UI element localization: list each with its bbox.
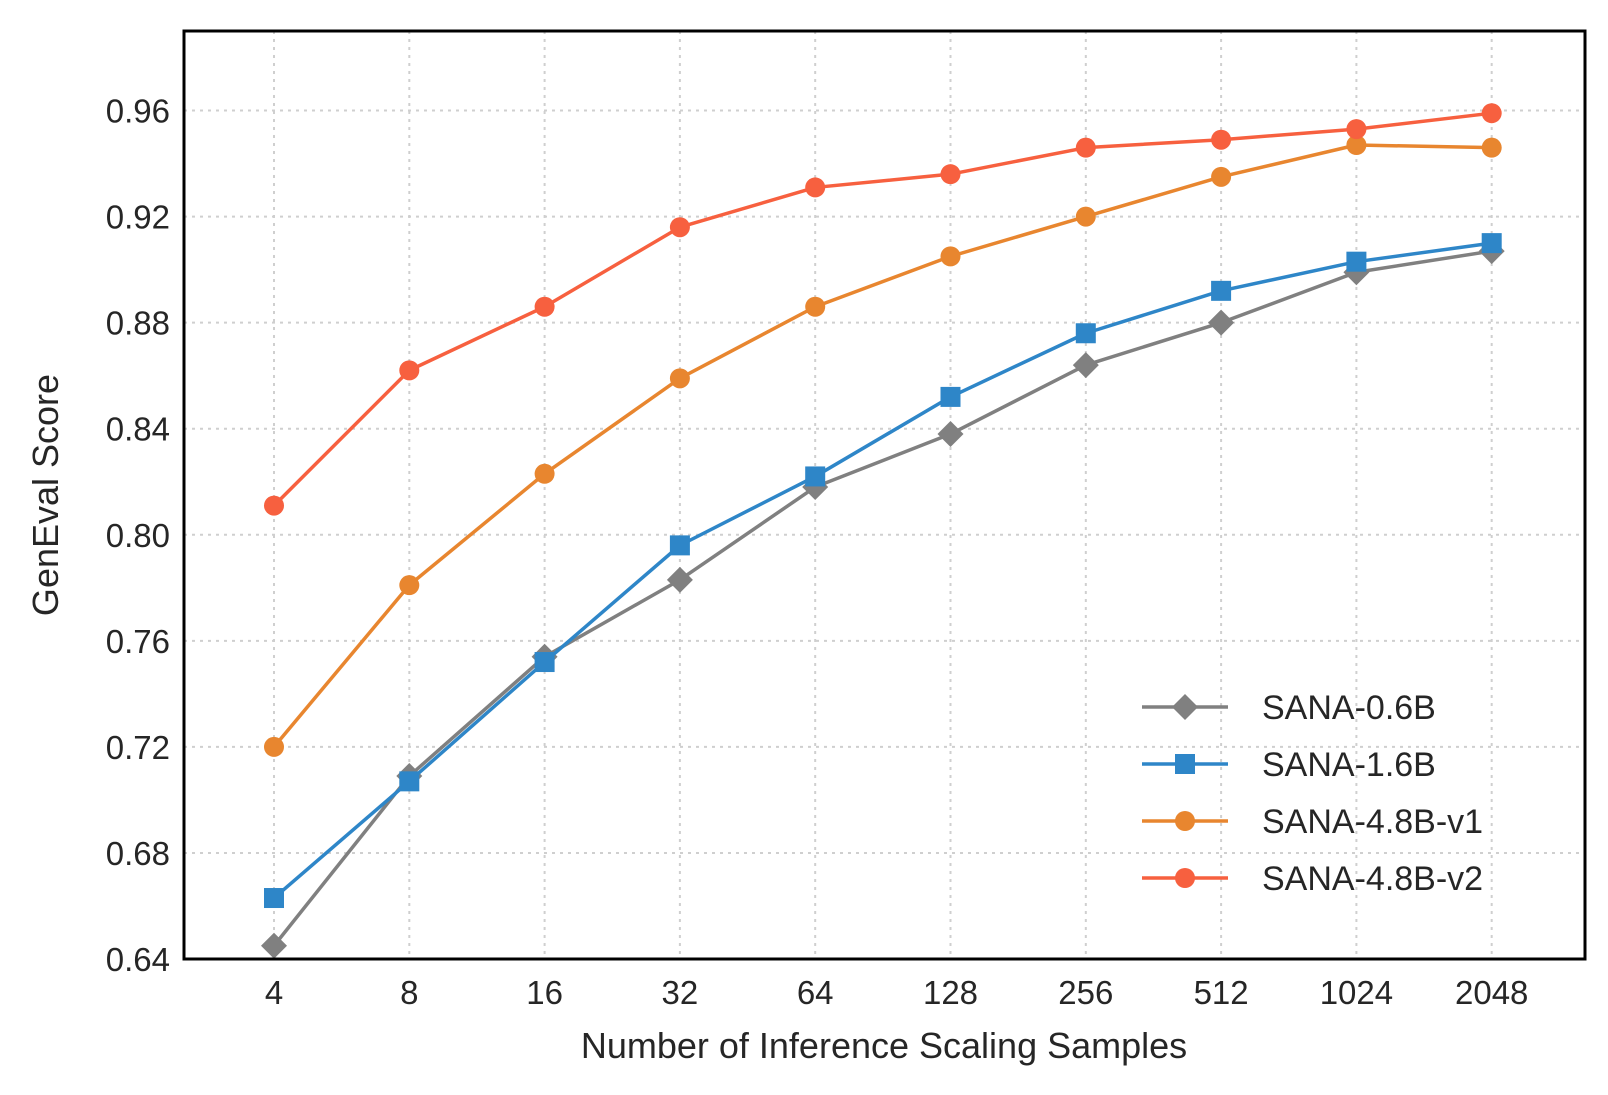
series-line-SANA-0.6B xyxy=(272,249,1492,947)
x-tick-label-512: 512 xyxy=(1194,974,1249,1011)
point-SANA-4.8B-v2-64 xyxy=(805,177,826,198)
series-layer xyxy=(261,103,1505,959)
x-tick-label-32: 32 xyxy=(662,974,699,1011)
point-SANA-4.8B-v2-16 xyxy=(534,296,555,317)
x-tick-label-1024: 1024 xyxy=(1320,974,1393,1011)
legend: SANA-0.6B SANA-1.6B SANA-4.8B-v1 SANA-4.8B-… xyxy=(1142,689,1483,898)
x-tick-label-8: 8 xyxy=(400,974,418,1011)
point-SANA-4.8B-v1-16 xyxy=(534,463,555,484)
point-SANA-4.8B-v1-4 xyxy=(264,736,284,757)
y-tick-label-0.92: 0.92 xyxy=(106,199,170,236)
grid xyxy=(184,31,1585,959)
point-SANA-1.6B-2048 xyxy=(1481,233,1502,254)
series-line-SANA-4.8B-v2 xyxy=(272,111,1492,507)
legend-label-SANA-1.6B: SANA-1.6B xyxy=(1262,746,1436,784)
point-SANA-0.6B-32 xyxy=(666,566,693,593)
legend-marker-SANA-4.8B-v1 xyxy=(1175,811,1195,831)
point-SANA-4.8B-v1-256 xyxy=(1075,206,1096,227)
point-SANA-1.6B-512 xyxy=(1211,280,1232,301)
y-tick-label-0.80: 0.80 xyxy=(106,517,170,554)
y-tick-label-0.88: 0.88 xyxy=(106,305,170,342)
legend-entry-SANA-1.6B: SANA-1.6B xyxy=(1142,746,1436,784)
point-SANA-4.8B-v1-32 xyxy=(669,368,690,389)
point-SANA-1.6B-8 xyxy=(399,771,420,792)
y-tick-label-0.72: 0.72 xyxy=(106,729,170,766)
x-tick-label-256: 256 xyxy=(1058,974,1113,1011)
x-tick-labels: 4 8 16 32 64 128 256 512 1024 2048 xyxy=(265,974,1529,1011)
point-SANA-4.8B-v1-2048 xyxy=(1481,137,1502,158)
series-SANA-1.6B xyxy=(264,233,1502,909)
series-line-SANA-4.8B-v1 xyxy=(272,143,1492,749)
point-SANA-4.8B-v1-128 xyxy=(940,246,961,267)
legend-marker-SANA-0.6B xyxy=(1172,694,1198,720)
x-tick-label-2048: 2048 xyxy=(1455,974,1528,1011)
series-SANA-4.8B-v2 xyxy=(264,103,1502,516)
point-SANA-0.6B-512 xyxy=(1208,309,1235,336)
point-SANA-1.6B-32 xyxy=(669,535,690,556)
y-tick-label-0.84: 0.84 xyxy=(106,411,170,448)
series-line-SANA-1.6B xyxy=(272,241,1492,900)
y-axis-title: GenEval Score xyxy=(25,374,66,616)
y-tick-label-0.68: 0.68 xyxy=(106,835,170,872)
legend-label-SANA-4.8B-v1: SANA-4.8B-v1 xyxy=(1262,803,1483,841)
point-SANA-4.8B-v2-4 xyxy=(264,495,284,516)
point-SANA-1.6B-1024 xyxy=(1346,251,1367,272)
legend-label-SANA-0.6B: SANA-0.6B xyxy=(1262,689,1436,727)
legend-marker-SANA-4.8B-v2 xyxy=(1175,868,1195,888)
legend-entry-SANA-4.8B-v2: SANA-4.8B-v2 xyxy=(1142,860,1483,898)
legend-entry-SANA-4.8B-v1: SANA-4.8B-v1 xyxy=(1142,803,1483,841)
point-SANA-0.6B-256 xyxy=(1072,352,1099,379)
y-tick-label-0.96: 0.96 xyxy=(106,93,170,130)
legend-marker-SANA-1.6B xyxy=(1175,754,1195,774)
point-SANA-4.8B-v2-128 xyxy=(940,164,961,185)
point-SANA-4.8B-v2-8 xyxy=(399,360,420,381)
point-SANA-4.8B-v2-1024 xyxy=(1346,119,1367,140)
point-SANA-4.8B-v1-512 xyxy=(1211,166,1232,187)
point-SANA-4.8B-v1-64 xyxy=(805,296,826,317)
x-tick-label-64: 64 xyxy=(797,974,834,1011)
point-SANA-4.8B-v2-2048 xyxy=(1481,103,1502,124)
x-tick-label-16: 16 xyxy=(526,974,563,1011)
series-SANA-0.6B xyxy=(261,238,1505,959)
point-SANA-1.6B-256 xyxy=(1075,323,1096,344)
point-SANA-4.8B-v1-8 xyxy=(399,575,420,596)
point-SANA-1.6B-4 xyxy=(264,888,284,909)
legend-entry-SANA-0.6B: SANA-0.6B xyxy=(1142,689,1436,727)
point-SANA-4.8B-v2-32 xyxy=(669,217,690,238)
point-SANA-4.8B-v2-512 xyxy=(1211,129,1232,150)
legend-label-SANA-4.8B-v2: SANA-4.8B-v2 xyxy=(1262,860,1483,898)
x-tick-label-4: 4 xyxy=(265,974,283,1011)
x-tick-label-128: 128 xyxy=(923,974,978,1011)
y-tick-label-0.64: 0.64 xyxy=(106,941,170,978)
point-SANA-1.6B-128 xyxy=(940,386,961,407)
x-axis-title: Number of Inference Scaling Samples xyxy=(581,1025,1187,1066)
y-tick-label-0.76: 0.76 xyxy=(106,623,170,660)
point-SANA-1.6B-64 xyxy=(805,466,826,487)
point-SANA-0.6B-4 xyxy=(261,932,287,959)
point-SANA-4.8B-v2-256 xyxy=(1075,137,1096,158)
point-SANA-4.8B-v1-1024 xyxy=(1346,135,1367,156)
y-tick-labels: 0.64 0.68 0.72 0.76 0.80 0.84 0.88 0.92 0.96 xyxy=(106,93,170,978)
point-SANA-0.6B-128 xyxy=(937,421,964,448)
series-SANA-4.8B-v1 xyxy=(264,135,1502,757)
point-SANA-1.6B-16 xyxy=(534,652,555,673)
plot-frame xyxy=(182,29,1587,961)
